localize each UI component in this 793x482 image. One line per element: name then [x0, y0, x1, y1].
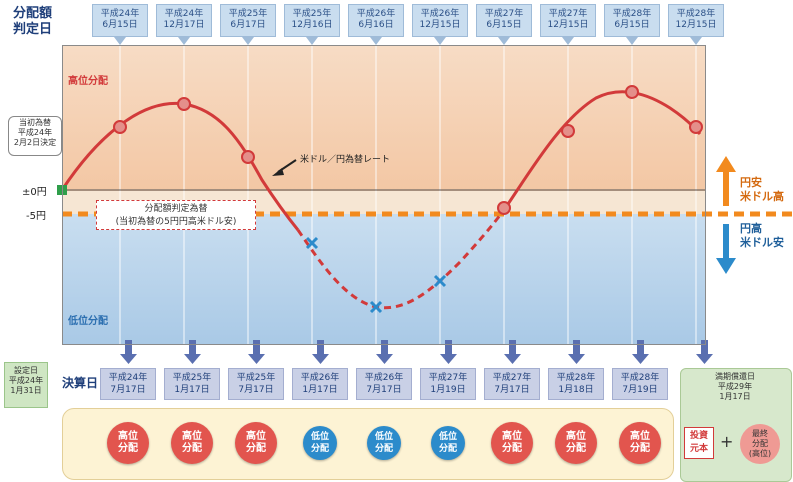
y-minus5-label: -5円	[26, 211, 46, 222]
up-arrow	[716, 156, 736, 206]
settlement-date-box: 平成27年 7月17日	[484, 368, 540, 400]
determination-date-box: 平成25年 12月16日	[284, 4, 340, 37]
settlement-label: 決算日	[62, 376, 99, 390]
determination-date-box: 平成27年 6月15日	[476, 4, 532, 37]
settlement-date-box: 平成25年 1月17日	[164, 368, 220, 400]
low-distribution-band	[62, 214, 706, 345]
distribution-circle-high: 高位 分配	[491, 422, 533, 464]
distribution-circle-high: 高位 分配	[619, 422, 661, 464]
setup-date-box: 設定日 平成24年 1月31日	[4, 362, 48, 408]
determination-date-box: 平成28年 12月15日	[668, 4, 724, 37]
high-marker	[113, 120, 127, 134]
settlement-date-box: 平成26年 7月17日	[356, 368, 412, 400]
curve-label-pointer	[272, 159, 297, 176]
determination-date-box: 平成26年 12月15日	[412, 4, 468, 37]
determination-header-line2: 判定日	[12, 22, 52, 37]
maturity-panel	[680, 368, 792, 482]
high-marker	[241, 150, 255, 164]
settlement-date-box: 平成25年 7月17日	[228, 368, 284, 400]
high-marker	[177, 97, 191, 111]
high-marker	[625, 85, 639, 99]
distribution-circle-high: 高位 分配	[235, 422, 277, 464]
determination-date-box: 平成24年 12月17日	[156, 4, 212, 37]
distribution-circle-high: 高位 分配	[171, 422, 213, 464]
determination-date-box: 平成26年 6月16日	[348, 4, 404, 37]
determination-date-header: 分配額 判定日	[4, 6, 52, 38]
settlement-date-box: 平成28年 1月18日	[548, 368, 604, 400]
curve-label: 米ドル／円為替レート	[300, 155, 391, 165]
distribution-circle-low: 低位 分配	[431, 426, 465, 460]
header-arrows	[114, 37, 702, 45]
principal-box: 投資 元本	[684, 427, 714, 459]
determination-date-box: 平成27年 12月15日	[540, 4, 596, 37]
determination-date-box: 平成24年 6月15日	[92, 4, 148, 37]
distribution-circle-high: 高位 分配	[107, 422, 149, 464]
settlement-date-box: 平成26年 1月17日	[292, 368, 348, 400]
determination-rate-box: 分配額判定為替 (当初為替の5円円高米ドル安)	[96, 200, 256, 230]
initial-rate-box: 当初為替 平成24年 2月2日決定	[8, 116, 62, 156]
lower-band-title: 低位分配	[68, 316, 108, 327]
low-marker	[433, 274, 447, 288]
chart-frame	[62, 45, 706, 345]
rate-curve-high-segment	[60, 101, 300, 231]
settlement-date-box: 平成24年 7月17日	[100, 368, 156, 400]
settlement-arrows	[120, 340, 713, 364]
settlement-date-box: 平成27年 1月19日	[420, 368, 476, 400]
y-zero-label: ±0円	[22, 187, 47, 198]
high-distribution-band	[62, 45, 706, 191]
rate-curve-low-segment	[296, 209, 506, 310]
determination-header-line1: 分配額	[12, 6, 52, 21]
final-distribution-circle: 最終 分配 (高位)	[740, 424, 780, 464]
yen-weak-label: 円安 米ドル高	[740, 176, 784, 203]
determination-date-box: 平成28年 6月15日	[604, 4, 660, 37]
distribution-circle-high: 高位 分配	[555, 422, 597, 464]
yen-strong-label: 円高 米ドル安	[740, 222, 784, 249]
low-marker	[305, 236, 319, 250]
settlement-date-box: 平成28年 7月19日	[612, 368, 668, 400]
upper-band-title: 高位分配	[68, 76, 108, 87]
high-marker	[689, 120, 703, 134]
distribution-circle-low: 低位 分配	[303, 426, 337, 460]
distribution-circle-low: 低位 分配	[367, 426, 401, 460]
high-marker	[561, 124, 575, 138]
rate-curve-high-segment-2	[502, 90, 702, 211]
determination-date-box: 平成25年 6月17日	[220, 4, 276, 37]
down-arrow	[716, 224, 736, 274]
high-marker	[497, 201, 511, 215]
plus-sign: +	[720, 432, 734, 451]
low-marker	[369, 300, 383, 314]
maturity-date: 満期償還日 平成29年 1月17日	[715, 372, 755, 401]
